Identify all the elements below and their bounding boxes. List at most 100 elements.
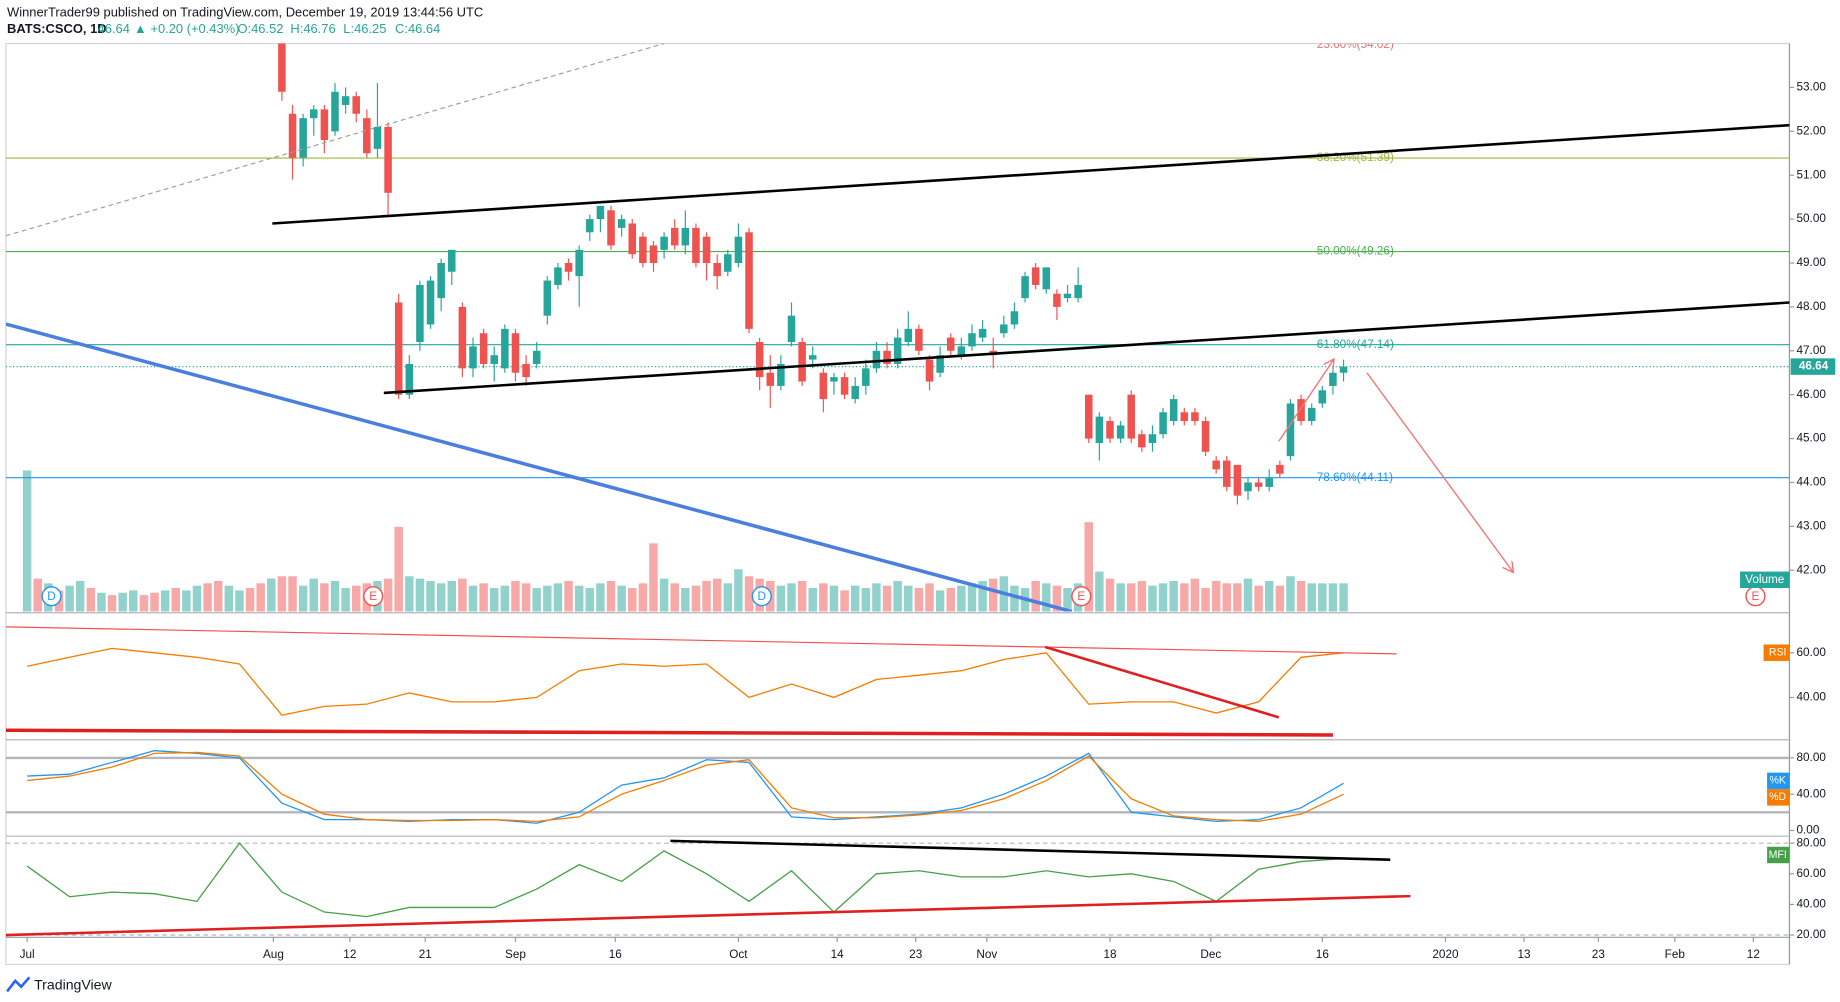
- candle-body: [904, 328, 913, 343]
- x-tick-label: 14: [831, 948, 845, 961]
- y-tick-label: 43.00: [1796, 519, 1826, 532]
- y-tick-label: 80.00: [1796, 836, 1826, 849]
- volume-bar: [1116, 583, 1125, 612]
- volume-bar: [606, 580, 616, 612]
- open: O:46.52: [237, 21, 283, 36]
- volume-bar: [1222, 583, 1232, 612]
- candle-body: [681, 227, 690, 246]
- volume-bar: [75, 580, 85, 612]
- candle-body: [1021, 276, 1029, 299]
- volume-bar: [267, 578, 276, 612]
- volume-bar: [978, 580, 987, 612]
- candle-body: [320, 109, 329, 141]
- candle-body: [1127, 394, 1135, 439]
- event-marker: [41, 586, 62, 607]
- volume-bar: [574, 585, 584, 612]
- trend-line: [383, 301, 1790, 395]
- candle-body: [394, 302, 403, 395]
- volume-bar: [925, 583, 934, 612]
- volume-bar: [107, 595, 117, 612]
- volume-bar: [224, 585, 234, 612]
- volume-bar: [150, 592, 159, 612]
- x-tick-label: 16: [1316, 948, 1330, 961]
- volume-bar: [840, 590, 849, 612]
- volume-bar: [532, 588, 541, 612]
- y-tick-label: 60.00: [1796, 646, 1826, 659]
- candle-body: [639, 236, 647, 264]
- x-tick-label: 12: [343, 948, 356, 961]
- volume-bar: [649, 543, 658, 612]
- indicator-pane: [5, 839, 1790, 937]
- event-label: E: [369, 590, 377, 603]
- candle-body: [448, 249, 456, 272]
- candle-body: [1191, 412, 1199, 422]
- brand-logo: TradingView: [6, 976, 113, 992]
- x-tick-label: Oct: [729, 948, 748, 961]
- candle-body: [808, 355, 817, 360]
- volume-bar: [734, 569, 743, 612]
- volume-bar: [468, 585, 478, 612]
- candle-body: [607, 210, 615, 246]
- volume-bar: [1126, 583, 1136, 612]
- candle-body: [575, 249, 583, 277]
- volume-bar: [659, 578, 669, 612]
- candle-body: [341, 96, 350, 105]
- volume-bar: [192, 585, 202, 612]
- candle-body: [1063, 293, 1072, 299]
- volume-bar: [1243, 578, 1253, 612]
- y-tick-label: 42.00: [1796, 563, 1826, 576]
- volume-bar: [617, 585, 626, 612]
- candle-body: [1286, 403, 1295, 457]
- candle-body: [426, 280, 435, 325]
- volume-bar: [712, 578, 722, 612]
- volume-bar: [203, 583, 212, 612]
- volume-bar: [235, 590, 244, 612]
- volume-bar: [22, 470, 32, 612]
- candle-body: [586, 219, 594, 233]
- volume-bar: [1169, 580, 1178, 612]
- candle-body: [469, 346, 477, 369]
- candle-body: [1010, 311, 1019, 325]
- volume-bar: [681, 588, 690, 612]
- y-tick-label: 48.00: [1796, 300, 1826, 313]
- volume-bar: [1063, 588, 1072, 612]
- volume-bar: [447, 580, 457, 612]
- volume-bar: [405, 576, 414, 612]
- last-price-tag-label: 46.64: [1799, 360, 1829, 373]
- volume-bar: [957, 585, 966, 612]
- x-tick-label: Feb: [1665, 948, 1686, 961]
- candle-body: [278, 43, 286, 92]
- volume-bar: [415, 578, 425, 612]
- candle-body: [925, 359, 934, 382]
- volume-bar: [1180, 583, 1189, 612]
- volume-bar: [1233, 583, 1242, 612]
- publisher-line: WinnerTrader99 published on TradingView.…: [7, 4, 483, 19]
- volume-bar: [776, 585, 786, 612]
- candle-body: [479, 333, 488, 364]
- indicator-pane: [5, 750, 1790, 824]
- x-tick-label: 16: [609, 948, 623, 961]
- candle-body: [1244, 482, 1252, 492]
- volume-bar: [118, 592, 127, 612]
- volume-bar: [935, 590, 945, 612]
- candle-body: [893, 337, 902, 364]
- trend-line: [5, 626, 1397, 655]
- volume-bar: [1211, 580, 1221, 612]
- candle-body: [787, 315, 796, 343]
- volume-bar: [330, 580, 340, 612]
- x-tick-label: 13: [1517, 948, 1531, 961]
- candle-body: [957, 346, 966, 356]
- volume-bar: [585, 588, 595, 612]
- candle-body: [766, 372, 775, 386]
- x-tick-label: 23: [1592, 948, 1606, 961]
- volume-bar: [543, 585, 552, 612]
- volume-bar: [1042, 583, 1051, 612]
- candle-body: [936, 355, 944, 373]
- indicator-tag-label: %K: [1769, 775, 1785, 787]
- volume-bar: [245, 588, 255, 612]
- volume-bar: [670, 583, 679, 612]
- x-tick-label: 23: [909, 948, 923, 961]
- x-tick-label: 21: [419, 948, 432, 961]
- candle-body: [288, 113, 297, 158]
- volume-bar: [819, 583, 828, 612]
